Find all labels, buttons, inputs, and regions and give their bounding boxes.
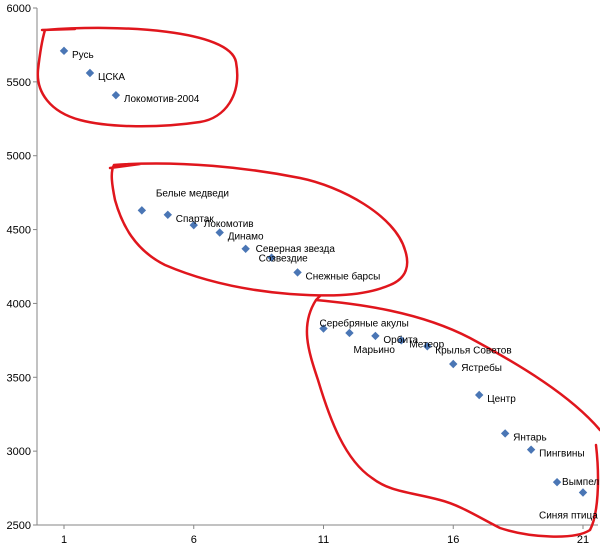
x-tick-label: 6 [191,534,197,546]
data-label: Метеор [409,339,444,350]
data-point [552,477,562,487]
data-point [267,253,276,262]
data-label: Ястребы [461,362,502,374]
x-tick-label: 21 [577,534,589,546]
data-label: Марьино [353,345,395,356]
data-label: Белые медведи [156,188,229,199]
data-label: Вымпел [562,477,599,488]
data-labels: Русь ЦСКА Локомотив-2004 Белые медведи Спарт… [72,50,599,522]
axes [36,8,598,526]
data-point [423,342,432,351]
y-tick-label: 5500 [7,77,31,89]
data-label: Спартак [176,214,215,225]
y-tick-label: 2500 [7,520,31,532]
data-points [59,46,588,497]
data-label: Янтарь [513,432,547,443]
data-label: Серебряные акулы [320,318,409,330]
data-point [449,359,458,369]
data-point [241,244,250,253]
x-tick-label: 11 [318,534,329,546]
group-annotations [36,26,600,538]
data-point [397,336,406,345]
data-point [85,68,95,78]
x-tick-label: 1 [61,534,67,546]
data-label: Северная звезда [256,244,336,255]
data-label: Крылья Советов [435,345,511,356]
group-circle-top [36,26,239,128]
y-tick-label: 4000 [7,298,31,310]
y-tick-label: 6000 [7,3,31,15]
y-tick-label: 4500 [7,225,31,237]
y-tick-label: 3500 [7,372,31,384]
data-point [500,429,510,438]
data-label: Динамо [228,232,264,243]
data-label: Снежные барсы [306,270,381,282]
data-label: Пингвины [539,449,585,460]
data-label: ЦСКА [98,72,125,83]
data-point [319,324,328,333]
y-axis-ticks: 2500 3000 3500 4000 4500 5000 5500 6000 [7,3,37,532]
x-axis-ticks: 1 6 11 16 21 [61,525,589,546]
data-point [59,46,69,56]
data-point [578,488,588,497]
group-circle-bottom [305,294,600,538]
data-label: Центр [487,394,516,405]
data-point [475,390,484,400]
data-point [371,331,380,341]
data-label: Локомотив-2004 [124,94,200,105]
y-tick-label: 3000 [7,446,31,458]
group-circle-middle [108,162,409,297]
data-point [189,220,198,230]
data-point [137,206,147,215]
data-point [215,228,224,237]
data-point [526,445,536,454]
x-tick-label: 16 [447,534,459,546]
data-label: Синяя птица [539,511,598,522]
data-point [293,268,302,277]
data-point [111,90,121,100]
data-label: Созвездие [259,254,309,265]
data-point [163,210,172,219]
data-label: Локомотив [204,219,254,230]
data-label: Орбита [383,334,418,346]
y-tick-label: 5000 [7,151,31,163]
data-point [345,328,354,338]
data-label: Русь [72,50,94,61]
